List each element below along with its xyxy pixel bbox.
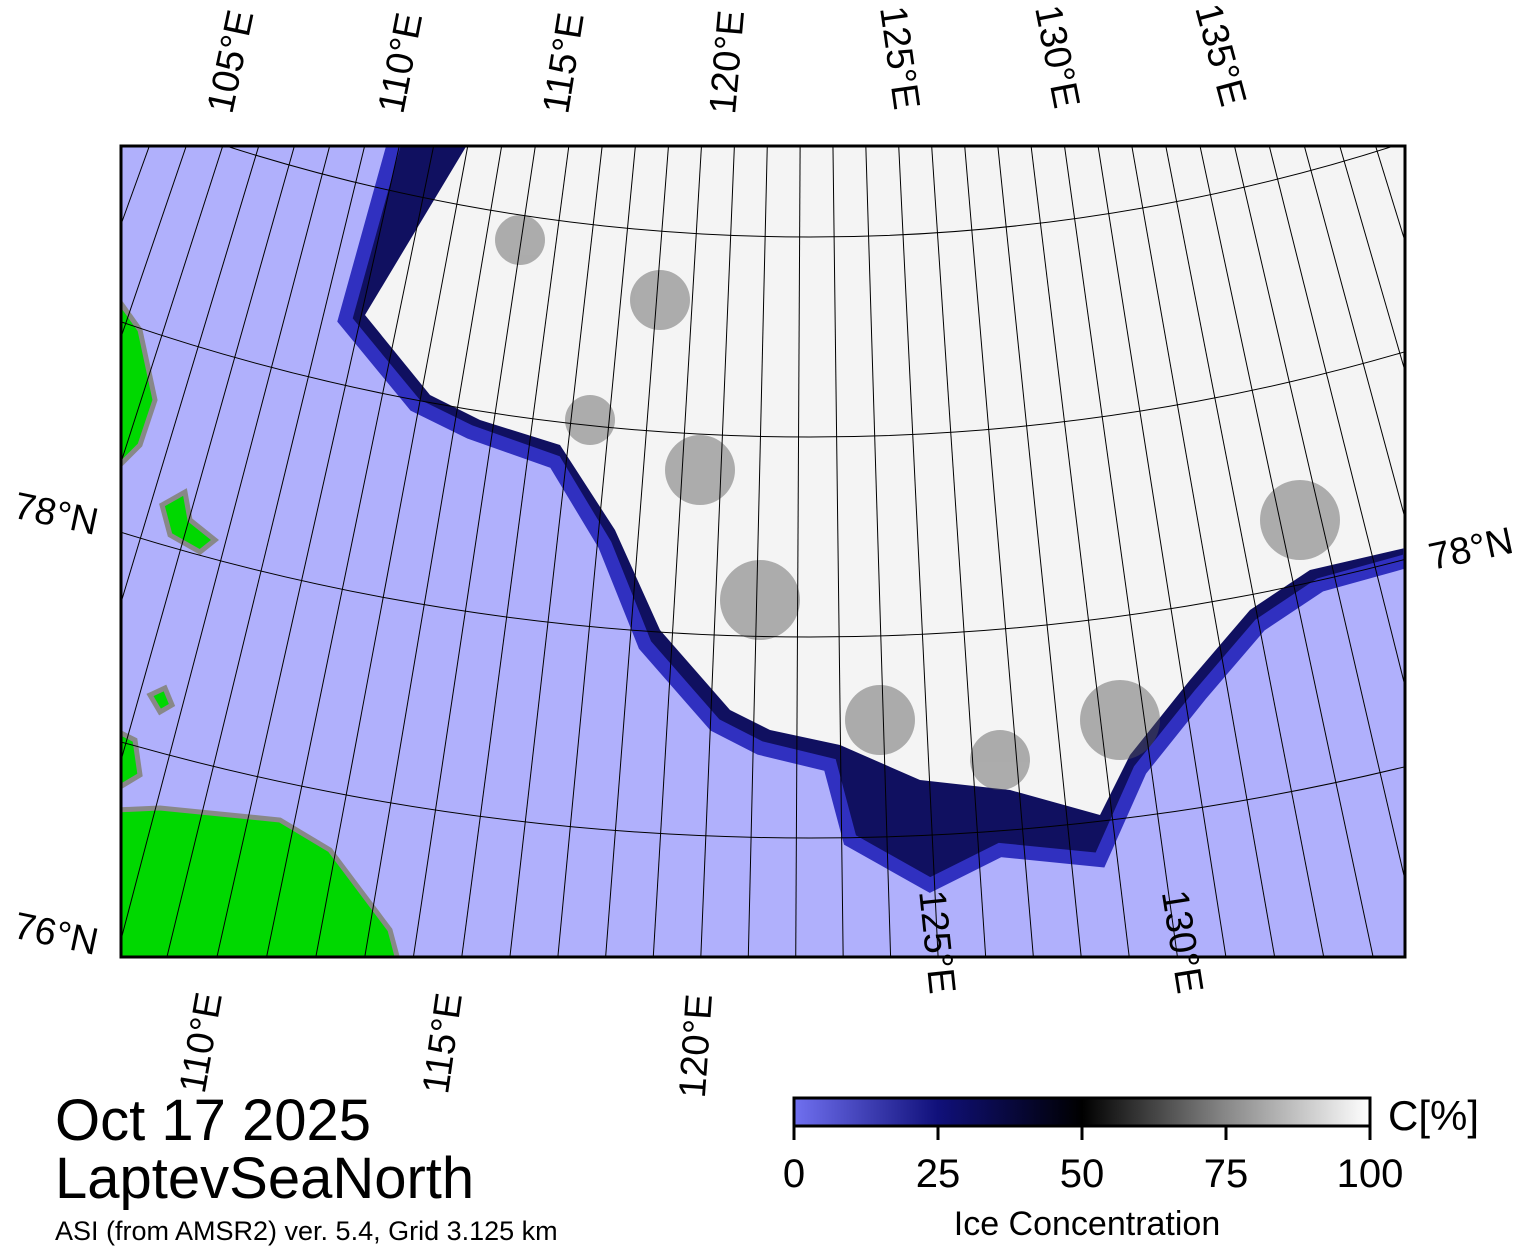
map-area <box>0 0 1528 957</box>
meridian <box>0 0 119 877</box>
date: Oct 17 2025 <box>55 1088 371 1153</box>
meridian <box>747 146 768 957</box>
coord-label: 115°E <box>535 10 592 116</box>
coord-label: 76°N <box>10 905 102 964</box>
sea-ice <box>365 146 1405 815</box>
colorbar <box>792 1096 1372 1128</box>
meridian <box>166 146 366 957</box>
coord-label: 120°E <box>702 9 753 116</box>
meridian <box>997 146 1082 957</box>
meridian <box>964 146 1034 957</box>
colorbar-tick-label: 75 <box>1204 1152 1249 1196</box>
meridian <box>1303 146 1405 520</box>
coord-label: 105°E <box>200 6 263 116</box>
graticule <box>0 0 1528 957</box>
colorbar-ticks: 0 25 50 75 100 <box>783 1126 1404 1196</box>
coord-label: 110°E <box>172 989 231 1096</box>
source: ASI (from AMSR2) ver. 5.4, Grid 3.125 km <box>55 1216 558 1246</box>
colorbar-tick-label: 50 <box>1060 1152 1105 1196</box>
meridian <box>1165 146 1325 957</box>
coord-label: 110°E <box>371 9 432 116</box>
ice-texture <box>495 215 1340 790</box>
meridian <box>898 146 939 957</box>
meridian <box>1030 146 1130 957</box>
meridian <box>216 146 400 957</box>
meridian <box>266 146 435 957</box>
meridian <box>121 146 331 942</box>
coord-label: 120°E <box>672 993 721 1100</box>
coord-label: 115°E <box>415 990 471 1096</box>
meridian <box>121 146 295 763</box>
coord-label: 125°E <box>871 3 927 112</box>
meridian <box>1485 0 1528 889</box>
meridian <box>1456 0 1528 909</box>
meridian <box>315 146 469 957</box>
meridian <box>832 146 844 957</box>
colorbar-label: Ice Concentration <box>954 1205 1221 1243</box>
meridian <box>1199 146 1374 957</box>
colorbar-tick-label: 100 <box>1337 1152 1404 1196</box>
meridian <box>1268 146 1405 689</box>
meridian <box>1513 0 1528 869</box>
meridian <box>557 146 636 957</box>
meridian <box>1400 0 1528 945</box>
coord-label: 78°N <box>10 485 102 544</box>
colorbar-tick-label: 25 <box>916 1152 961 1196</box>
meridian <box>1063 146 1178 957</box>
colorbar-unit: C[%] <box>1388 1092 1479 1139</box>
coord-label: 78°N <box>1425 520 1517 579</box>
coord-label: 135°E <box>1186 0 1253 111</box>
meridian <box>121 146 260 605</box>
meridian <box>865 146 892 957</box>
meridian <box>1131 146 1276 957</box>
region: LaptevSeaNorth <box>55 1146 474 1211</box>
coord-label: 130°E <box>1026 2 1087 112</box>
meridian <box>1233 146 1405 883</box>
land <box>121 299 400 957</box>
meridian <box>412 146 536 957</box>
meridian <box>1097 146 1227 957</box>
meridian <box>652 146 702 957</box>
meridian <box>795 146 801 957</box>
meridian <box>364 146 503 957</box>
colorbar-tick-label: 0 <box>783 1152 805 1196</box>
meridian <box>605 146 669 957</box>
meridian <box>509 146 603 957</box>
map-frame <box>119 144 1407 959</box>
meridian <box>1428 0 1528 927</box>
meridian <box>461 146 570 957</box>
meridian <box>700 146 735 957</box>
meridian <box>931 146 987 957</box>
